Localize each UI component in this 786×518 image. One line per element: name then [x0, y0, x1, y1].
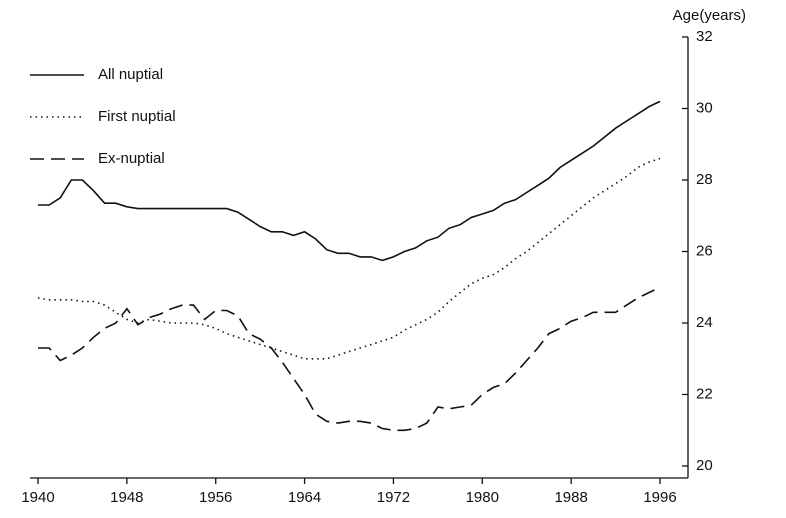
- x-tick-label: 1940: [21, 489, 54, 506]
- x-tick-label: 1956: [199, 489, 232, 506]
- y-axis-label: Age(years): [673, 7, 746, 24]
- x-tick-label: 1972: [377, 489, 410, 506]
- x-tick-label: 1988: [554, 489, 587, 506]
- y-tick-label: 24: [696, 314, 713, 331]
- x-tick-label: 1964: [288, 489, 321, 506]
- line: [38, 286, 661, 432]
- y-tick-label: 32: [696, 28, 713, 45]
- x-tick-label: 1996: [643, 489, 676, 506]
- y-tick-label: 20: [696, 457, 713, 474]
- y-tick-label: 22: [696, 385, 713, 402]
- legend-label: First nuptial: [98, 108, 176, 125]
- x-tick-label: 1980: [466, 489, 499, 506]
- y-tick-label: 26: [696, 242, 713, 259]
- line: [38, 100, 661, 262]
- y-tick-label: 30: [696, 99, 713, 116]
- y-tick-label: 28: [696, 171, 713, 188]
- legend-label: Ex-nuptial: [98, 150, 165, 167]
- legend-label: All nuptial: [98, 66, 163, 83]
- line: [37, 157, 661, 360]
- x-tick-label: 1948: [110, 489, 143, 506]
